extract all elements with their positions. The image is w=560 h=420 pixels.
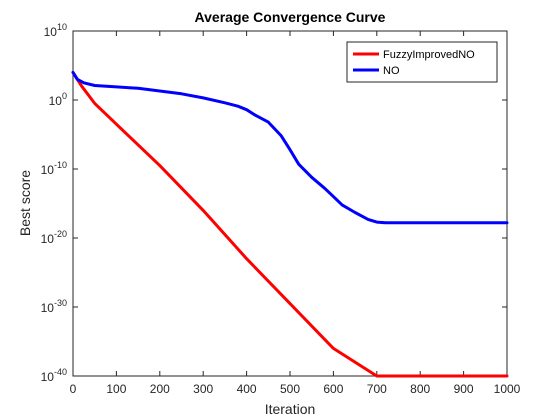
y-tick-label: 10-10 — [41, 160, 67, 177]
x-tick-label: 1000 — [494, 382, 521, 396]
legend-label-1: NO — [383, 65, 400, 77]
x-tick-label: 600 — [323, 382, 343, 396]
x-axis-ticks: 0 100 200 300 400 500 600 700 800 900 1000 — [70, 31, 521, 396]
x-tick-label: 200 — [150, 382, 170, 396]
plot-area — [72, 30, 508, 377]
y-axis-ticks: 10-40 10-30 10-20 10-10 100 1010 — [41, 22, 507, 384]
y-tick-label: 10-20 — [41, 229, 67, 246]
legend-box — [346, 41, 498, 83]
series-line-0 — [71, 70, 509, 378]
x-tick-label: 700 — [367, 382, 387, 396]
y-tick-label: 100 — [49, 91, 67, 108]
x-tick-label: 400 — [237, 382, 257, 396]
y-axis-label: Best score — [17, 170, 33, 236]
series-line-1 — [71, 70, 509, 225]
series-layer — [71, 70, 509, 378]
x-tick-label: 900 — [454, 382, 474, 396]
legend: FuzzyImprovedNO NO — [346, 41, 498, 83]
y-tick-label: 1010 — [44, 22, 67, 39]
x-tick-label: 500 — [280, 382, 300, 396]
chart-title: Average Convergence Curve — [195, 9, 386, 25]
x-tick-label: 300 — [193, 382, 213, 396]
x-tick-label: 0 — [70, 382, 77, 396]
x-axis-label: Iteration — [265, 401, 316, 417]
x-tick-label: 100 — [106, 382, 126, 396]
y-tick-label: 10-30 — [41, 298, 67, 315]
legend-label-0: FuzzyImprovedNO — [383, 49, 475, 61]
x-tick-label: 800 — [410, 382, 430, 396]
y-tick-label: 10-40 — [41, 367, 67, 384]
